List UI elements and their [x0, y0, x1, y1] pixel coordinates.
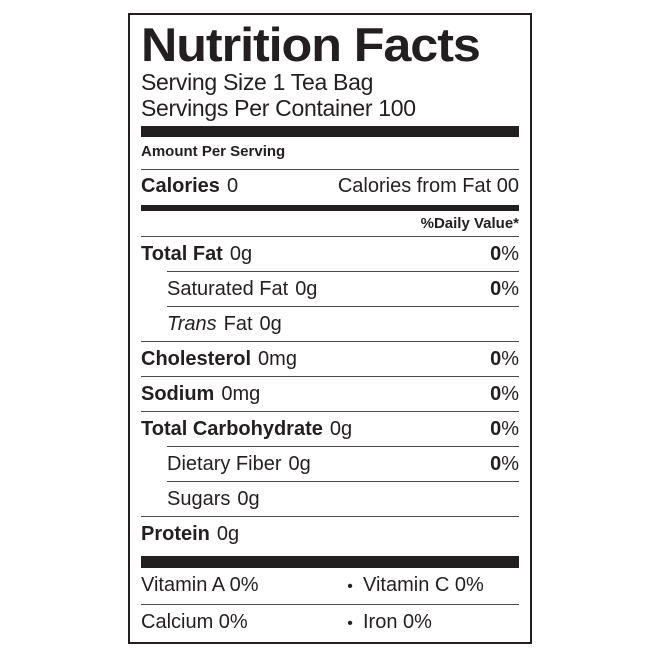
dietary-fiber-dv: 0% — [490, 453, 519, 475]
nutrient-row-cholesterol: Cholesterol 0mg 0% — [141, 341, 519, 376]
dietary-fiber-name: Dietary Fiber — [167, 453, 282, 475]
sodium-dv: 0% — [490, 383, 519, 405]
saturated-fat-amount: 0g — [295, 278, 318, 300]
cholesterol-name: Cholesterol — [141, 348, 252, 370]
micronutrient-row-vitamins: Vitamin A 0% • Vitamin C 0% — [141, 568, 519, 604]
calories-value: 0 — [226, 175, 239, 197]
micronutrient-row-minerals: Calcium 0% • Iron 0% — [141, 604, 519, 641]
section-divider-bar-top — [141, 126, 519, 137]
section-divider-bar-medium — [141, 205, 519, 211]
nutrient-row-sodium: Sodium 0mg 0% — [141, 376, 519, 411]
iron-text: Iron 0% — [363, 611, 432, 633]
daily-value-header: %Daily Value* — [420, 215, 519, 232]
calcium-text: Calcium 0% — [141, 611, 248, 633]
nutrient-row-total-carbohydrate: Total Carbohydrate 0g 0% — [141, 411, 519, 446]
sugars-amount: 0g — [237, 488, 260, 510]
sugars-name: Sugars — [167, 488, 231, 510]
total-carbohydrate-name: Total Carbohydrate — [141, 418, 323, 440]
serving-size-text: Serving Size 1 Tea Bag — [141, 69, 374, 95]
total-carbohydrate-dv: 0% — [490, 418, 519, 440]
nutrient-row-dietary-fiber: Dietary Fiber 0g 0% — [167, 446, 519, 481]
section-divider-bar-bottom — [141, 556, 519, 568]
calories-label: Calories — [141, 175, 220, 197]
trans-fat-amount: 0g — [259, 313, 282, 335]
cholesterol-dv: 0% — [490, 348, 519, 370]
nutrient-row-total-fat: Total Fat 0g 0% — [141, 236, 519, 271]
protein-name: Protein — [141, 523, 210, 545]
servings-per-container-text: Servings Per Container 100 — [141, 95, 416, 121]
sodium-amount: 0mg — [221, 383, 261, 405]
nutrient-row-saturated-fat: Saturated Fat 0g 0% — [167, 271, 519, 306]
trans-fat-name: Fat — [223, 313, 253, 335]
vitamin-c-text: Vitamin C 0% — [363, 574, 484, 596]
amount-per-serving-heading: Amount Per Serving — [141, 143, 286, 160]
protein-amount: 0g — [216, 523, 240, 545]
trans-fat-name-italic: Trans — [167, 313, 217, 335]
bullet-separator: • — [347, 578, 353, 595]
calories-row: Calories 0 Calories from Fat 00 — [141, 169, 519, 202]
nutrition-facts-label: Nutrition Facts Serving Size 1 Tea Bag S… — [128, 13, 532, 644]
nutrient-row-sugars: Sugars 0g — [167, 481, 519, 516]
total-fat-amount: 0g — [229, 243, 253, 265]
sodium-name: Sodium — [141, 383, 215, 405]
bullet-separator: • — [347, 615, 353, 632]
total-carbohydrate-amount: 0g — [329, 418, 353, 440]
calories-left: Calories 0 — [141, 170, 238, 202]
saturated-fat-dv: 0% — [490, 278, 519, 300]
nutrient-row-protein: Protein 0g — [141, 516, 519, 551]
nutrient-row-trans-fat: Trans Fat 0g — [167, 306, 519, 341]
total-fat-dv: 0% — [490, 243, 519, 265]
saturated-fat-name: Saturated Fat — [167, 278, 289, 300]
total-fat-name: Total Fat — [141, 243, 223, 265]
label-title: Nutrition Facts — [141, 18, 481, 71]
cholesterol-amount: 0mg — [258, 348, 297, 370]
calories-from-fat: Calories from Fat 00 — [337, 175, 519, 197]
dietary-fiber-amount: 0g — [288, 453, 311, 475]
vitamin-a-text: Vitamin A 0% — [141, 574, 259, 596]
